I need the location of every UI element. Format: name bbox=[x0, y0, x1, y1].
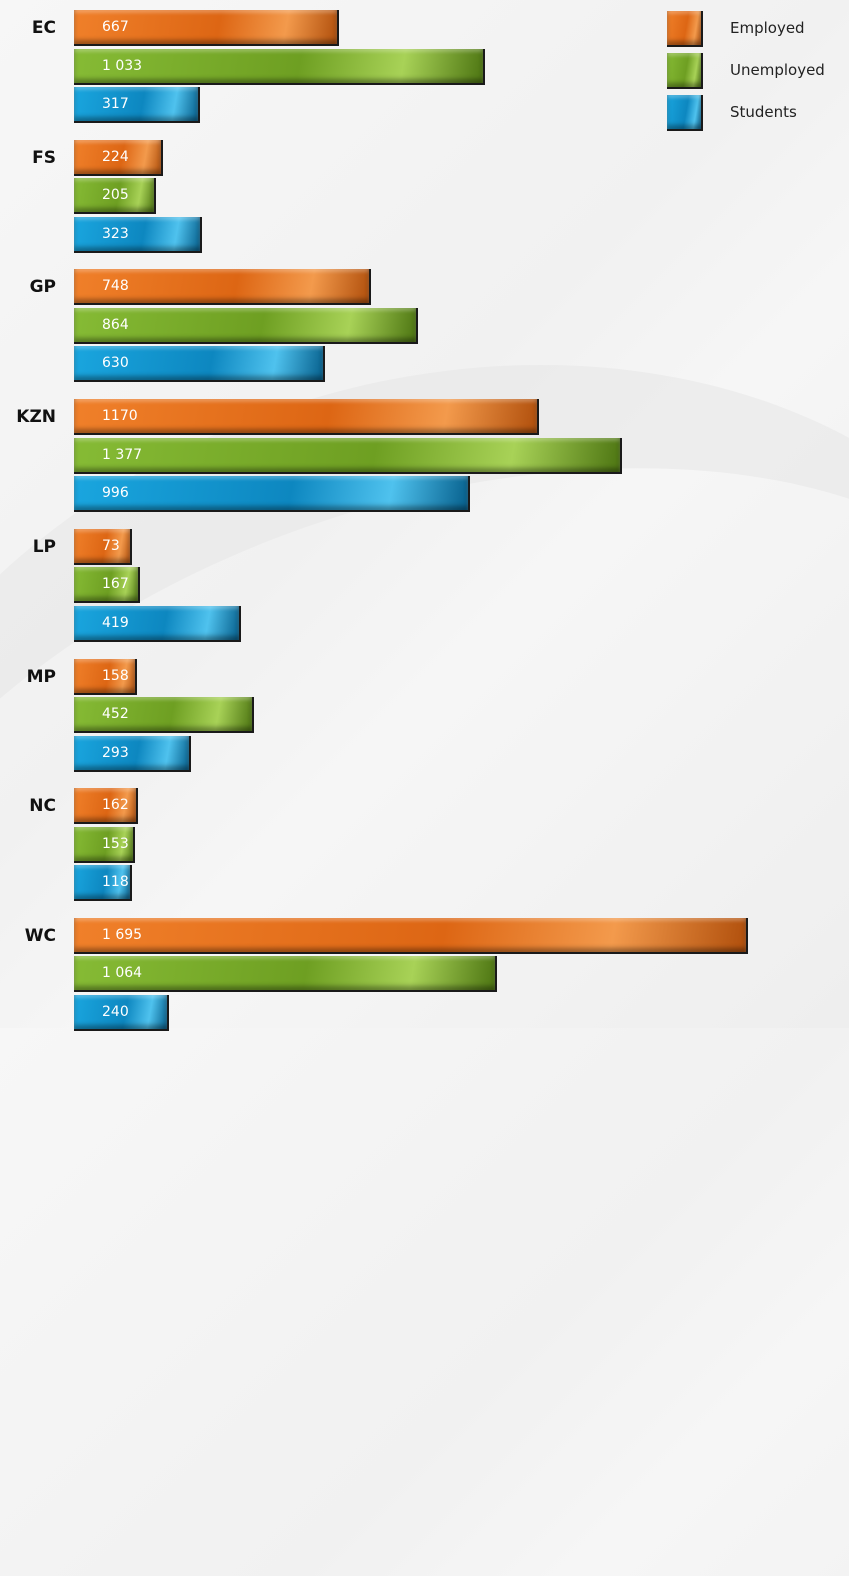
bar-mp-students: 293 bbox=[74, 735, 191, 772]
bar-value-label: 293 bbox=[102, 744, 129, 761]
bar-gp-employed: 748 bbox=[74, 269, 372, 306]
bar-value-label: 205 bbox=[102, 187, 129, 204]
bar-chart: EC 667 1 033 317 FS 224 205 323 GP 748 864 630 KZN 11… bbox=[16, 10, 748, 1031]
legend-label: Unemployed bbox=[730, 61, 825, 79]
bar-value-label: 323 bbox=[102, 225, 129, 242]
legend-label: Employed bbox=[730, 19, 805, 37]
bar-value-label: 630 bbox=[102, 355, 129, 372]
bar-value-label: 153 bbox=[102, 835, 129, 852]
bar-kzn-unemployed: 1 377 bbox=[74, 437, 622, 474]
bar-kzn-employed: 1170 bbox=[74, 399, 540, 436]
legend-label: Students bbox=[730, 103, 797, 121]
category-label-fs: FS bbox=[32, 147, 56, 168]
legend-swatch bbox=[667, 11, 703, 47]
bar-fs-unemployed: 205 bbox=[74, 178, 156, 215]
bar-mp-employed: 158 bbox=[74, 658, 137, 695]
category-label-lp: LP bbox=[32, 536, 56, 557]
bar-lp-unemployed: 167 bbox=[74, 567, 141, 604]
bar-fs-employed: 224 bbox=[74, 139, 164, 176]
category-label-nc: NC bbox=[29, 796, 56, 817]
bar-value-label: 240 bbox=[102, 1003, 129, 1020]
bar-value-label: 1170 bbox=[102, 408, 138, 425]
bar-gp-unemployed: 864 bbox=[74, 307, 418, 344]
bar-nc-employed: 162 bbox=[74, 788, 139, 825]
category-label-gp: GP bbox=[29, 277, 56, 298]
bar-value-label: 996 bbox=[102, 485, 129, 502]
category-label-ec: EC bbox=[31, 18, 56, 38]
bar-value-label: 1 695 bbox=[102, 926, 143, 943]
bar-value-label: 748 bbox=[102, 278, 129, 295]
bar-lp-employed: 73 bbox=[74, 528, 132, 565]
bar-value-label: 1 064 bbox=[102, 965, 143, 982]
bar-value-label: 118 bbox=[102, 874, 129, 891]
bar-gp-students: 630 bbox=[74, 346, 325, 383]
legend-swatch bbox=[667, 53, 703, 89]
bar-value-label: 452 bbox=[102, 706, 129, 722]
bar-wc-employed: 1 695 bbox=[74, 917, 748, 954]
bar-wc-students: 240 bbox=[74, 994, 170, 1031]
bar-value-label: 162 bbox=[102, 797, 129, 814]
bar-value-label: 158 bbox=[102, 667, 129, 684]
bar-value-label: 317 bbox=[102, 96, 129, 112]
bar-value-label: 224 bbox=[102, 148, 129, 165]
bar-fs-students: 323 bbox=[74, 216, 203, 253]
bar-value-label: 419 bbox=[102, 614, 129, 631]
bar-lp-students: 419 bbox=[74, 605, 241, 642]
bar-ec-unemployed: 1 033 bbox=[74, 48, 485, 85]
bar-nc-students: 118 bbox=[74, 865, 132, 902]
bar-value-label: 167 bbox=[102, 576, 129, 593]
bar-value-label: 864 bbox=[102, 316, 129, 333]
bar-kzn-students: 996 bbox=[74, 476, 471, 513]
bar-ec-students: 317 bbox=[74, 87, 201, 123]
bar-value-label: 1 377 bbox=[102, 446, 143, 463]
bar-value-label: 73 bbox=[102, 537, 120, 554]
bar-value-label: 1 033 bbox=[102, 57, 143, 74]
bar-value-label: 667 bbox=[102, 19, 129, 35]
bar-wc-unemployed: 1 064 bbox=[74, 956, 498, 993]
category-label-mp: MP bbox=[26, 666, 56, 687]
bar-mp-unemployed: 452 bbox=[74, 697, 254, 733]
bar-nc-unemployed: 153 bbox=[74, 826, 135, 863]
category-label-kzn: KZN bbox=[16, 407, 56, 428]
category-label-wc: WC bbox=[24, 925, 56, 946]
bar-ec-employed: 667 bbox=[74, 10, 340, 46]
legend-swatch bbox=[667, 95, 703, 131]
